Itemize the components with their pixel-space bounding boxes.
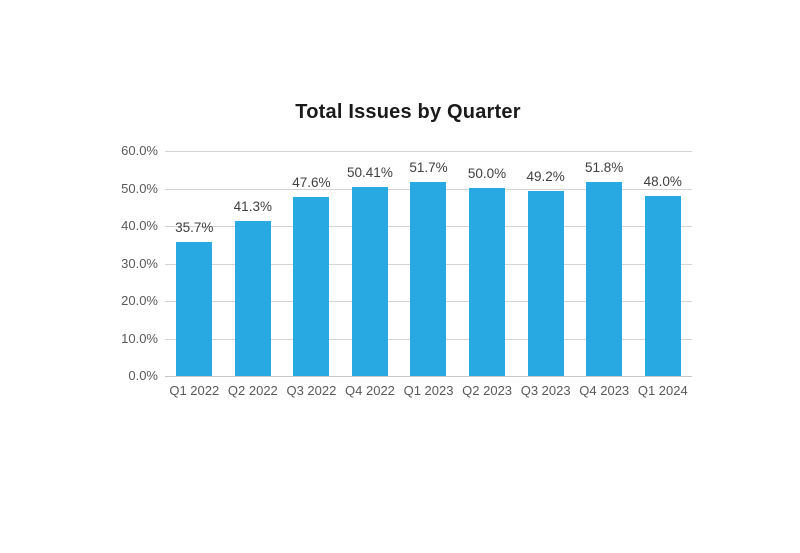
bar-value-label: 51.7%: [409, 160, 448, 175]
x-tick-label: Q1 2023: [403, 383, 454, 398]
bar-value-label: 50.0%: [467, 166, 507, 181]
bar-value-label: 51.8%: [585, 160, 624, 175]
bar-q3-2022: [293, 197, 330, 376]
y-tick-label: 0.0%: [128, 368, 158, 383]
bar-value-label: 48.0%: [643, 174, 682, 189]
bar-value-label: 41.3%: [233, 199, 272, 214]
x-tick-label: Q2 2023: [462, 383, 513, 398]
bar-q4-2022: [351, 187, 388, 376]
x-tick-label: Q3 2023: [520, 383, 571, 398]
y-tick-label: 50.0%: [121, 180, 158, 196]
bar-slot: 50.0%: [458, 151, 517, 376]
bar-slot: 51.7%: [399, 151, 458, 376]
bar-q3-2023: [527, 191, 564, 376]
y-tick-label: 60.0%: [121, 143, 158, 158]
y-axis: 60.0% 50.0% 40.0% 30.0% 20.0% 10.0% 0.0%: [96, 143, 158, 383]
bar-slot: 51.8%: [575, 151, 634, 376]
chart-title: Total Issues by Quarter: [295, 101, 521, 123]
x-tick-label: Q3 2022: [286, 383, 337, 398]
bar-slot: 50.41%: [341, 151, 400, 376]
bar-value-label: 47.6%: [292, 175, 331, 190]
bar-slot: 48.0%: [633, 151, 692, 376]
y-tick-label: 30.0%: [121, 255, 158, 271]
bar-slot: 47.6%: [282, 151, 341, 376]
plot-area: 35.7% 41.3% 47.6% 50.41% 51.7% 50.0% 49.2% 51.8…: [165, 151, 692, 377]
x-axis-baseline: [165, 376, 692, 377]
bar-q1-2022: [176, 242, 213, 376]
bar-q1-2023: [410, 182, 447, 376]
x-tick-label: Q1 2022: [169, 383, 220, 398]
bar-q2-2023: [469, 188, 506, 376]
bar-value-label: 50.41%: [347, 165, 393, 180]
gridline: [165, 151, 692, 152]
bar-q2-2022: [234, 221, 271, 376]
bar-value-label: 49.2%: [526, 169, 565, 184]
y-tick-label: 10.0%: [121, 330, 158, 346]
x-tick-label: Q4 2023: [579, 383, 630, 398]
bar-slot: 41.3%: [224, 151, 283, 376]
y-tick-label: 20.0%: [121, 293, 158, 308]
x-tick-label: Q2 2022: [227, 383, 278, 398]
y-tick-label: 40.0%: [121, 218, 158, 233]
bar-q4-2023: [586, 182, 623, 376]
bar-slot: 35.7%: [165, 151, 224, 376]
bar-slot: 49.2%: [516, 151, 575, 376]
x-axis: Q1 2022 Q2 2022 Q3 2022 Q4 2022 Q1 2023 Q2 20…: [165, 383, 692, 398]
x-tick-label: Q1 2024: [637, 383, 688, 398]
bar-value-label: 35.7%: [175, 220, 214, 235]
bar-q1-2024: [644, 196, 681, 376]
x-tick-label: Q4 2022: [345, 383, 395, 398]
